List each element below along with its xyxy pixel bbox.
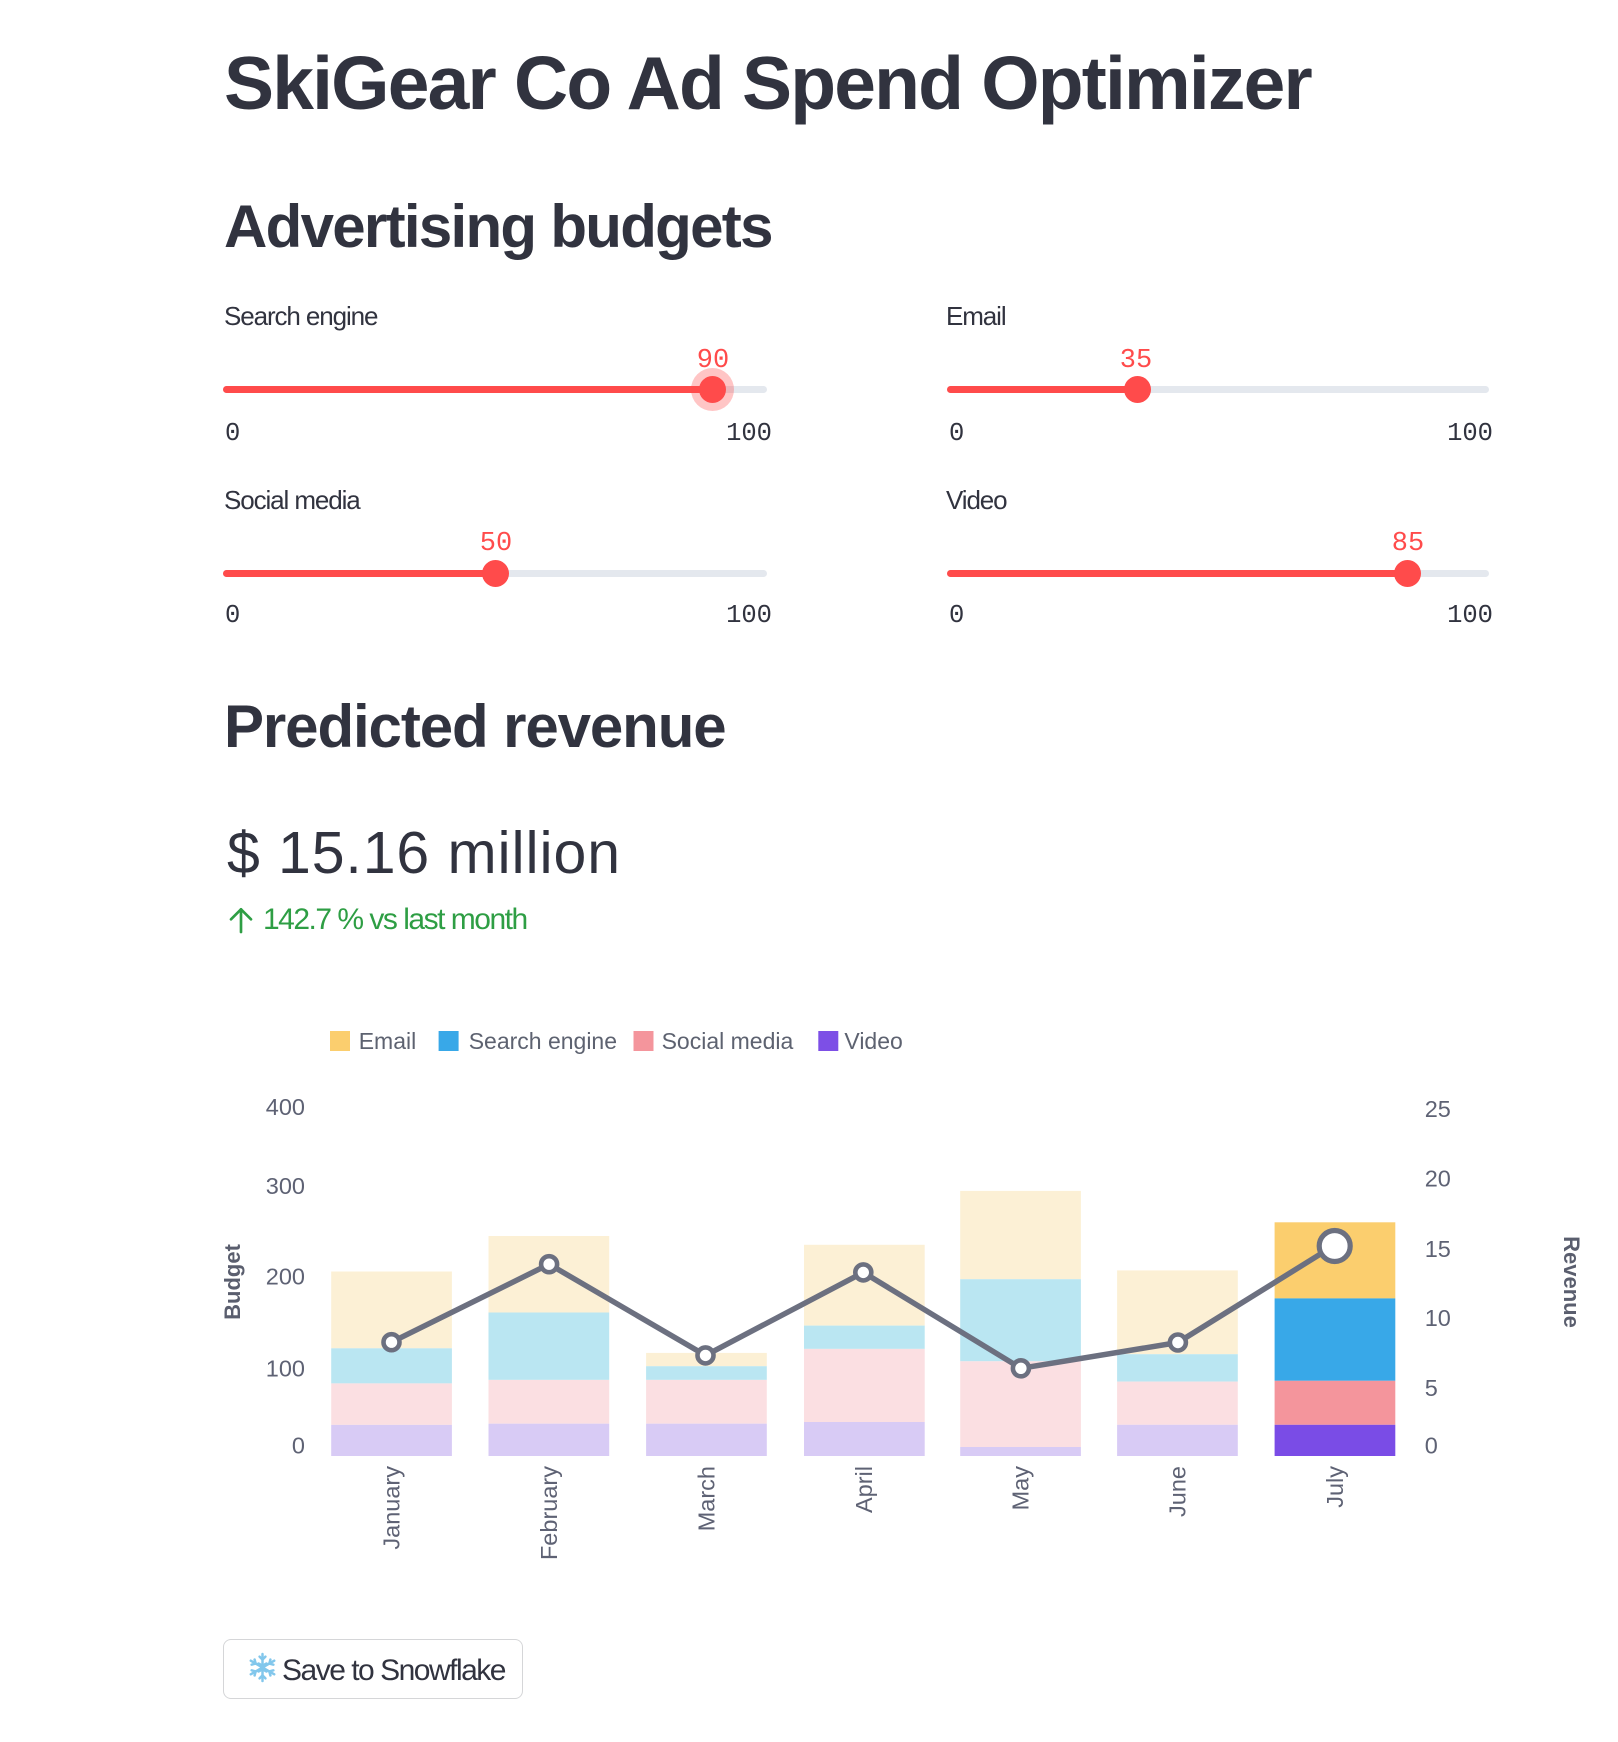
svg-text:20: 20 — [1425, 1166, 1451, 1192]
svg-text:0: 0 — [1425, 1432, 1438, 1458]
svg-text:25: 25 — [1425, 1096, 1451, 1122]
svg-text:400: 400 — [266, 1094, 305, 1120]
svg-text:Search engine: Search engine — [469, 1028, 617, 1054]
svg-text:June: June — [1165, 1466, 1191, 1517]
svg-text:Social media: Social media — [662, 1028, 794, 1054]
svg-text:0: 0 — [292, 1433, 305, 1459]
svg-text:Revenue: Revenue — [1559, 1236, 1584, 1328]
svg-text:100: 100 — [266, 1356, 305, 1382]
svg-text:Email: Email — [359, 1028, 417, 1054]
svg-text:300: 300 — [266, 1173, 305, 1199]
svg-text:Video: Video — [844, 1028, 902, 1054]
svg-text:5: 5 — [1425, 1375, 1438, 1401]
svg-text:200: 200 — [266, 1264, 305, 1290]
svg-text:February: February — [536, 1466, 562, 1560]
svg-text:July: July — [1322, 1466, 1348, 1508]
svg-text:10: 10 — [1425, 1305, 1451, 1331]
svg-text:Budget: Budget — [220, 1243, 245, 1319]
svg-text:January: January — [379, 1466, 405, 1550]
svg-text:May: May — [1008, 1466, 1034, 1511]
svg-text:March: March — [694, 1466, 720, 1531]
svg-text:15: 15 — [1425, 1236, 1451, 1262]
svg-text:April: April — [851, 1466, 877, 1513]
